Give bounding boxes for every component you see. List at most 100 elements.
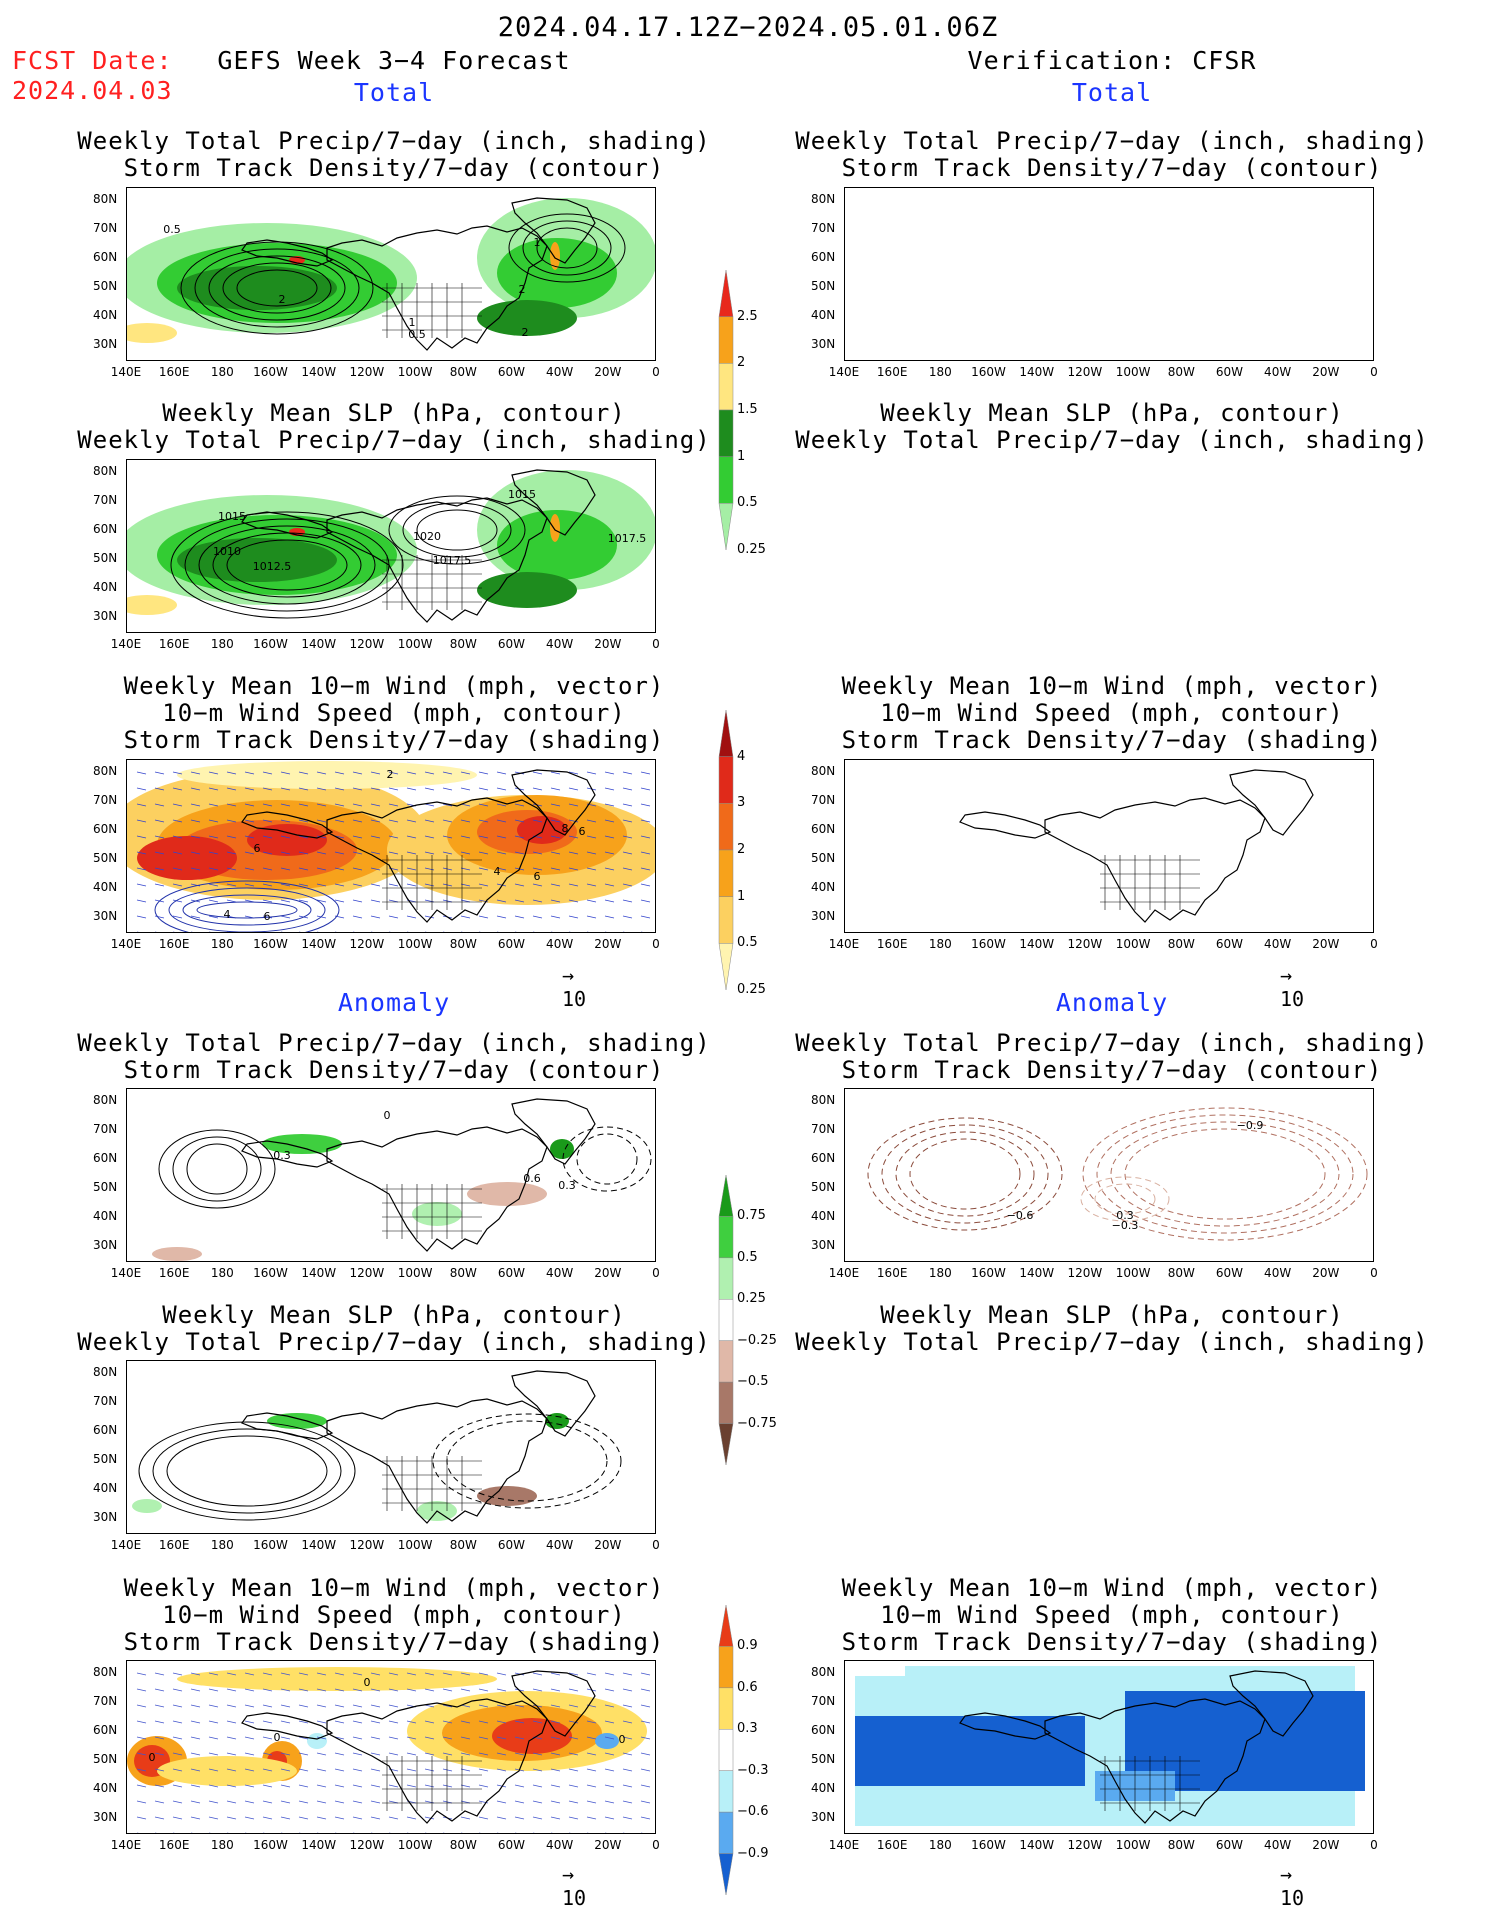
wind-vector [442,787,453,791]
lon-tick-label: 120W [1067,1266,1103,1280]
wind-vector [388,915,399,919]
p9-title: Weekly Mean SLP (hPa, contour) Weekly Tot… [77,1301,711,1356]
wind-vector [496,787,507,791]
wind-vector [388,1672,399,1676]
wind-vector [352,867,363,871]
wind-vector [335,1832,337,1833]
wind-vector [334,883,345,887]
wind-vector [443,931,445,932]
dashed-contour [1094,1183,1156,1215]
wind-vector [226,883,237,887]
wind-vector [568,819,579,823]
lon-tick-label: 160E [158,1838,190,1852]
p3-title: Weekly Mean SLP (hPa, contour) Weekly Tot… [77,399,711,454]
lon-tick-label: 140E [828,365,860,379]
wind-vector [496,1720,507,1724]
wind-vector [298,1800,309,1804]
dashed-contour [895,1131,1035,1217]
lat-tick-label: 30N [811,909,836,923]
wind-vector [172,1672,183,1676]
wind-vector [298,1816,309,1820]
contour-label: 0.6 [523,1172,541,1185]
wind-vector [424,1704,435,1708]
wind-vector [370,787,381,791]
lat-tick-label: 70N [811,1122,836,1136]
lon-tick-label: 180 [928,937,952,951]
wind-vector [442,867,453,871]
wind-vector [298,1672,309,1676]
wind-vector [190,915,201,919]
contour-label: 1017.5 [608,532,647,545]
wind-vector [190,867,201,871]
lon-tick-label: 160E [158,1266,190,1280]
wind-vector [353,1832,355,1833]
contour-label: 0 [274,1731,281,1744]
contour-label: 0.3 [1116,1209,1134,1222]
wind-vector [136,787,147,791]
contour-line [508,213,626,283]
wind-vector [316,899,327,903]
lat-tick-label: 30N [811,1238,836,1252]
wind-vector [208,883,219,887]
lat-tick-label: 80N [93,192,118,206]
contour-label: 2 [279,293,286,306]
wind-vector [298,803,309,807]
wind-vector [514,803,525,807]
contour-label: 6 [264,910,271,923]
lon-tick-label: 180 [210,1838,234,1852]
precip-anom-shading [152,1247,202,1261]
wind-vector [208,1816,219,1820]
lon-tick-label: 180 [210,1266,234,1280]
wind-vector [190,1736,201,1740]
lon-tick-label: 40W [1264,365,1292,379]
lat-tick-label: 50N [811,279,836,293]
wind-vector [406,1688,417,1692]
wind-vector [388,851,399,855]
lat-tick-label: 70N [811,1694,836,1708]
wind-vector [460,1752,471,1756]
wind-vector [226,1672,237,1676]
storm-anom-shading [157,1756,297,1786]
contour-label: 1 [409,316,416,329]
wind-vector [640,771,651,775]
wind-vector [172,1704,183,1708]
wind-vector [514,835,525,839]
wind-vector [370,867,381,871]
wind-vector [280,835,291,839]
wind-vector [424,1816,435,1820]
lon-tick-label: 140E [110,1538,142,1552]
colorbar-swatch [718,709,734,757]
wind-vector [532,1752,543,1756]
wind-vector [191,931,193,932]
coastline-1 [1229,769,1314,836]
lon-tick-label: 160W [253,1538,288,1552]
lat-tick-label: 80N [811,192,836,206]
wind-vector [136,1736,147,1740]
wind-vector [604,1672,615,1676]
lat-tick-label: 70N [811,793,836,807]
wind-vector [568,1816,579,1820]
empty-panel [845,188,1373,360]
wind-vector [424,1720,435,1724]
wind-vector [640,867,651,871]
colorbar-label: 1 [737,448,746,464]
colorbar-label: 2.5 [737,308,758,324]
wind-vector [244,1816,255,1820]
wind-vector [298,1784,309,1788]
wind-vector [136,915,147,919]
lon-tick-label: 20W [594,365,622,379]
wind-vector [478,851,489,855]
wind-vector [407,1832,409,1833]
wind-vector [388,803,399,807]
lat-tick-label: 70N [811,221,836,235]
contour-label: 0.5 [163,223,181,236]
lon-tick-label: 120W [1067,1838,1103,1852]
wind-vector [424,1784,435,1788]
wind-vector [496,1688,507,1692]
wind-vector [190,803,201,807]
lat-tick-label: 70N [93,221,118,235]
wind-vector [136,771,147,775]
wind-vector [496,1784,507,1788]
lon-tick-label: 140E [110,637,142,651]
wind-vector [208,1704,219,1708]
